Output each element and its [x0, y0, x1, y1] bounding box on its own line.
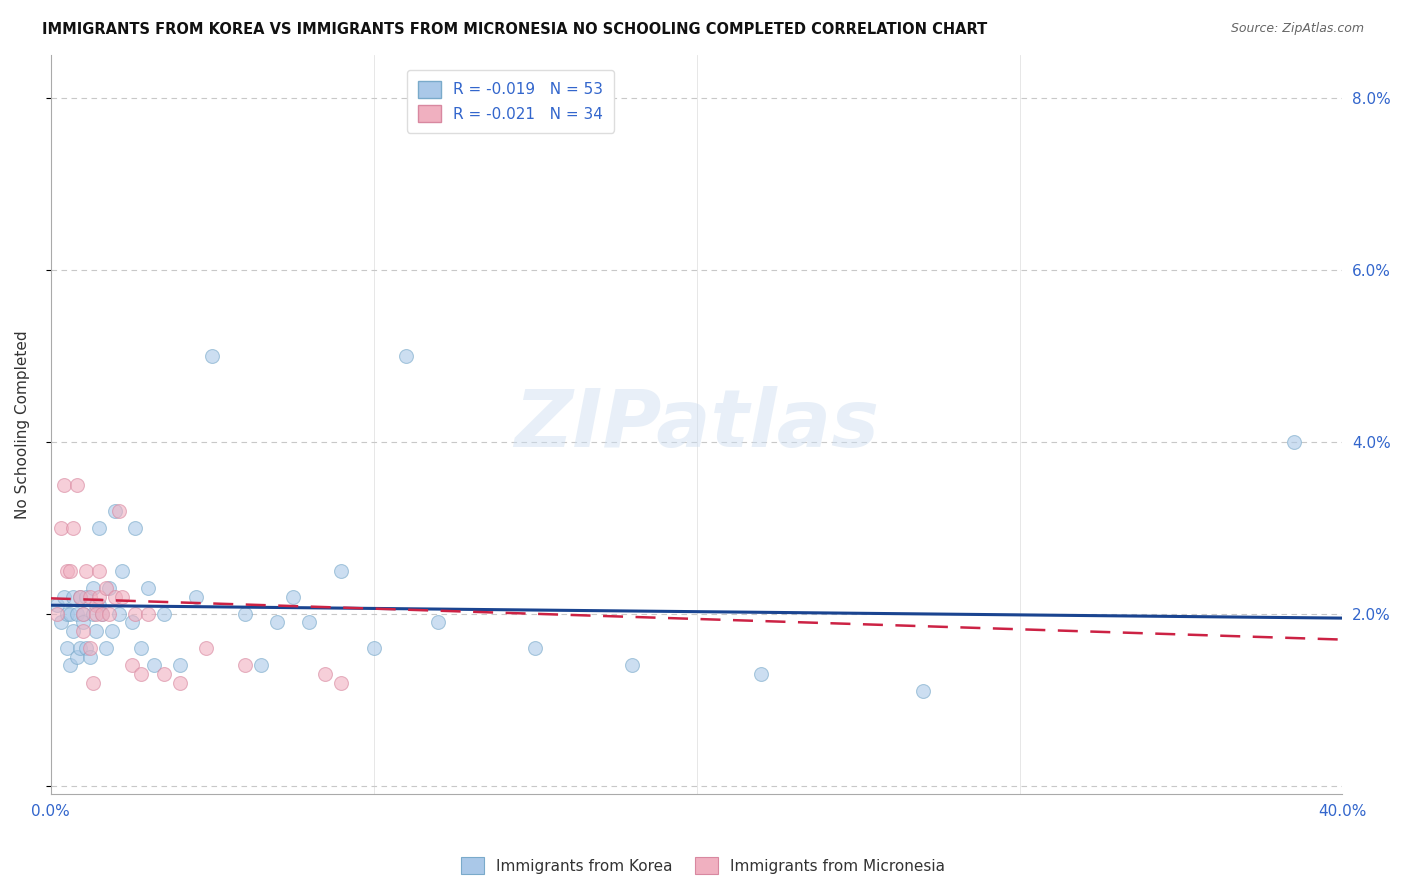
Point	[104, 503, 127, 517]
Point	[56, 641, 79, 656]
Point	[69, 641, 91, 656]
Point	[49, 615, 72, 630]
Point	[124, 521, 146, 535]
Point	[94, 581, 117, 595]
Point	[59, 658, 82, 673]
Text: ZIPatlas: ZIPatlas	[515, 385, 879, 464]
Point	[330, 564, 353, 578]
Point	[395, 349, 418, 363]
Point	[94, 641, 117, 656]
Point	[84, 598, 107, 612]
Point	[363, 641, 385, 656]
Point	[101, 624, 124, 638]
Point	[427, 615, 450, 630]
Point	[66, 478, 89, 492]
Point	[911, 684, 934, 698]
Point	[194, 641, 217, 656]
Point	[111, 564, 134, 578]
Point	[143, 658, 166, 673]
Point	[69, 590, 91, 604]
Point	[72, 615, 94, 630]
Legend: R = -0.019   N = 53, R = -0.021   N = 34: R = -0.019 N = 53, R = -0.021 N = 34	[408, 70, 614, 133]
Text: Source: ZipAtlas.com: Source: ZipAtlas.com	[1230, 22, 1364, 36]
Point	[52, 478, 75, 492]
Point	[56, 607, 79, 621]
Point	[66, 649, 89, 664]
Point	[66, 607, 89, 621]
Point	[75, 564, 97, 578]
Point	[184, 590, 207, 604]
Point	[46, 607, 69, 621]
Point	[62, 624, 84, 638]
Point	[82, 607, 104, 621]
Point	[233, 658, 256, 673]
Point	[111, 590, 134, 604]
Point	[621, 658, 644, 673]
Text: IMMIGRANTS FROM KOREA VS IMMIGRANTS FROM MICRONESIA NO SCHOOLING COMPLETED CORRE: IMMIGRANTS FROM KOREA VS IMMIGRANTS FROM…	[42, 22, 987, 37]
Point	[97, 581, 120, 595]
Point	[82, 675, 104, 690]
Point	[136, 581, 159, 595]
Point	[72, 607, 94, 621]
Point	[169, 675, 191, 690]
Point	[46, 598, 69, 612]
Point	[72, 607, 94, 621]
Point	[104, 590, 127, 604]
Point	[75, 641, 97, 656]
Point	[233, 607, 256, 621]
Point	[72, 624, 94, 638]
Point	[749, 667, 772, 681]
Point	[62, 590, 84, 604]
Point	[59, 564, 82, 578]
Point	[107, 607, 129, 621]
Point	[153, 607, 176, 621]
Point	[281, 590, 304, 604]
Point	[124, 607, 146, 621]
Point	[169, 658, 191, 673]
Point	[84, 624, 107, 638]
Point	[97, 607, 120, 621]
Legend: Immigrants from Korea, Immigrants from Micronesia: Immigrants from Korea, Immigrants from M…	[454, 851, 952, 880]
Point	[84, 607, 107, 621]
Point	[524, 641, 547, 656]
Point	[298, 615, 321, 630]
Point	[107, 503, 129, 517]
Point	[75, 590, 97, 604]
Point	[136, 607, 159, 621]
Point	[121, 615, 143, 630]
Point	[129, 641, 152, 656]
Point	[49, 521, 72, 535]
Point	[59, 607, 82, 621]
Point	[89, 564, 111, 578]
Point	[89, 590, 111, 604]
Point	[266, 615, 288, 630]
Point	[91, 607, 114, 621]
Point	[153, 667, 176, 681]
Point	[89, 521, 111, 535]
Point	[129, 667, 152, 681]
Point	[79, 641, 101, 656]
Point	[52, 590, 75, 604]
Point	[201, 349, 224, 363]
Point	[91, 607, 114, 621]
Point	[121, 658, 143, 673]
Point	[1282, 434, 1305, 449]
Y-axis label: No Schooling Completed: No Schooling Completed	[15, 330, 30, 519]
Point	[249, 658, 271, 673]
Point	[89, 598, 111, 612]
Point	[79, 649, 101, 664]
Point	[82, 581, 104, 595]
Point	[69, 590, 91, 604]
Point	[56, 564, 79, 578]
Point	[62, 521, 84, 535]
Point	[79, 590, 101, 604]
Point	[330, 675, 353, 690]
Point	[314, 667, 336, 681]
